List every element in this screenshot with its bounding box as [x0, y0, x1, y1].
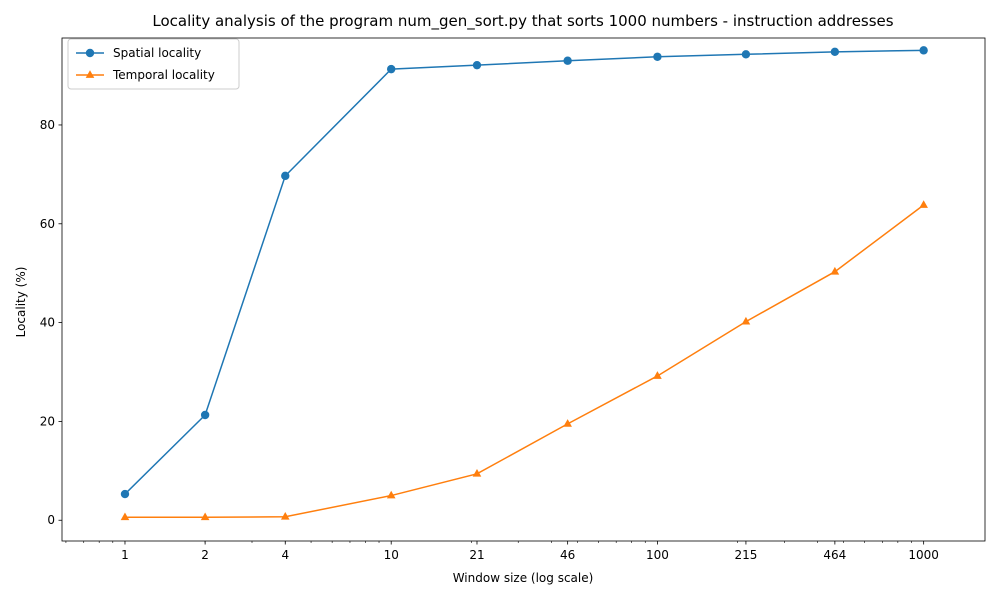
data-point [472, 469, 482, 477]
data-point [919, 46, 928, 55]
y-tick-label: 60 [40, 217, 55, 231]
data-point [563, 419, 572, 427]
series-layer [120, 46, 928, 521]
data-point [387, 64, 396, 74]
legend-marker [85, 70, 95, 78]
data-point [120, 512, 130, 521]
legend-item-spatial: Spatial locality [76, 46, 201, 60]
y-tick-label: 20 [40, 414, 55, 428]
series-line [124, 204, 925, 519]
x-axis-label: Window size (log scale) [453, 571, 594, 585]
x-tick-label: 1 [121, 548, 129, 562]
y-tick-label: 40 [40, 316, 55, 330]
legend-frame [67, 38, 240, 90]
x-tick-label: 46 [560, 548, 575, 562]
y-tick-label: 80 [40, 118, 55, 132]
legend-item-temporal: Temporal locality [76, 68, 215, 82]
data-point [472, 60, 482, 70]
x-tick-label: 1000 [908, 548, 939, 562]
data-point [919, 200, 928, 208]
legend-marker [85, 48, 95, 58]
x-tick-label: 10 [384, 548, 399, 562]
x-tick-label: 215 [734, 548, 757, 562]
legend-label: Spatial locality [113, 46, 201, 60]
x-tick-label: 2 [201, 548, 209, 562]
y-axis-label: Locality (%) [14, 267, 28, 338]
data-point [200, 512, 210, 521]
data-point [830, 266, 840, 275]
data-point [653, 52, 662, 61]
y-axis: 0 20 40 60 80 [40, 118, 62, 527]
data-point [120, 489, 130, 499]
x-tick-label: 21 [469, 548, 484, 562]
data-point [280, 511, 290, 520]
x-tick-label: 4 [281, 548, 289, 562]
series-temporal [120, 200, 928, 521]
data-point [830, 47, 840, 57]
data-point [563, 56, 572, 65]
x-tick-label: 100 [646, 548, 669, 562]
data-point [653, 371, 662, 379]
data-point [741, 316, 751, 325]
data-point [200, 410, 210, 420]
plot-area [61, 37, 986, 542]
x-tick-label: 464 [823, 548, 846, 562]
y-tick-label: 0 [47, 513, 55, 527]
plot-frame [61, 37, 986, 542]
series-line [124, 49, 924, 495]
data-point [281, 171, 290, 181]
data-point [741, 50, 751, 59]
legend: Spatial locality Temporal locality [67, 38, 240, 90]
chart-title: Locality analysis of the program num_gen… [152, 12, 893, 31]
x-axis: 1 2 4 10 21 46 100 215 464 1000 [65, 541, 939, 562]
series-spatial [120, 46, 928, 499]
legend-label: Temporal locality [112, 68, 215, 82]
data-point [386, 490, 396, 499]
